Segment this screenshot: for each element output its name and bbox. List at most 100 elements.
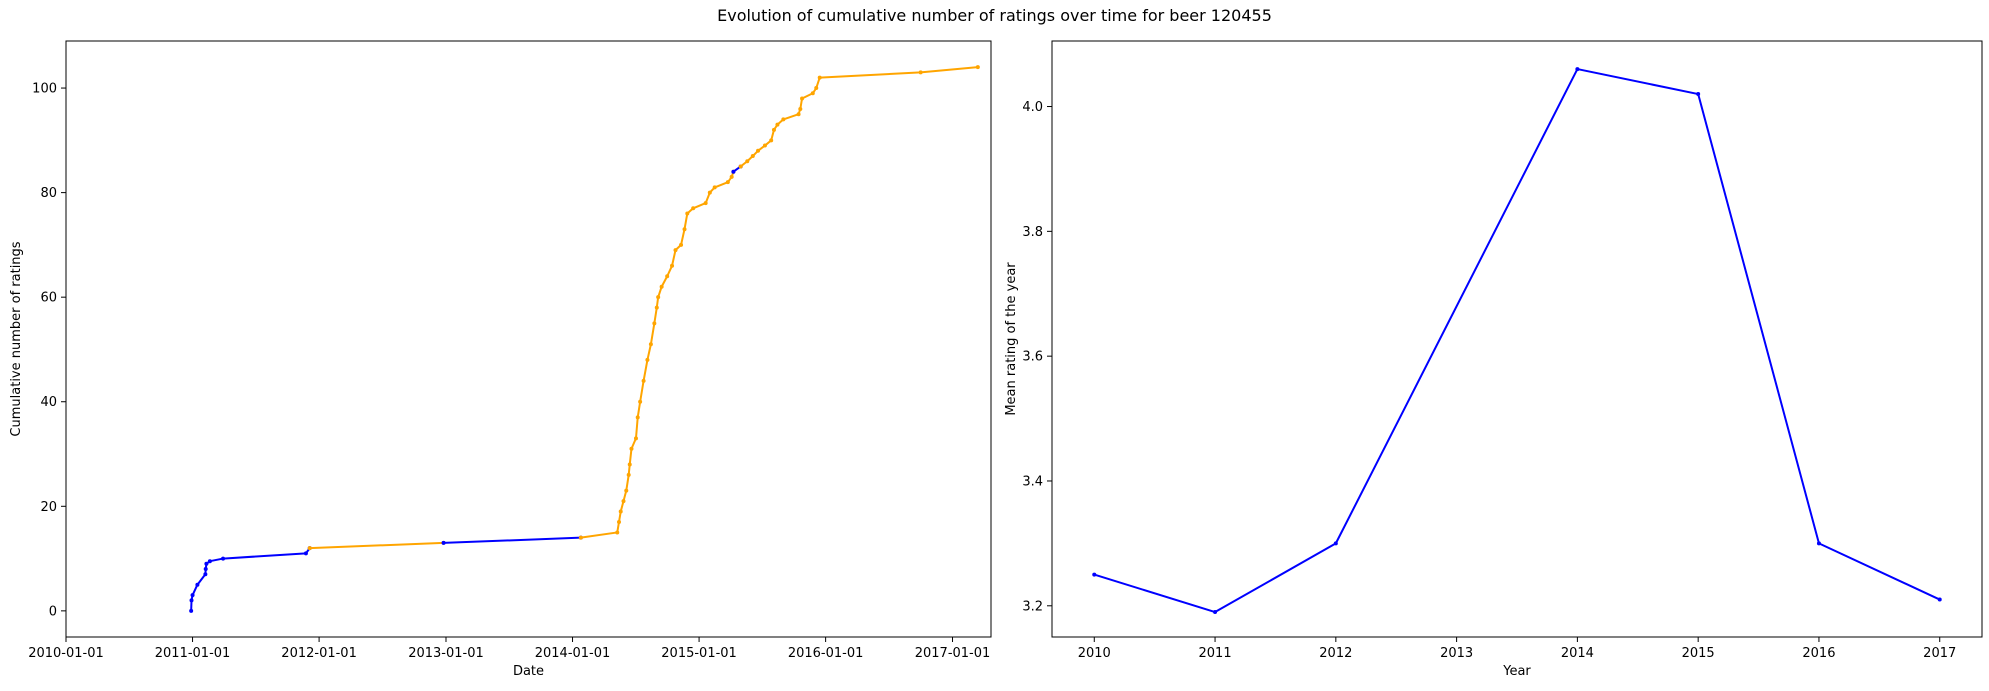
series-line — [309, 541, 444, 550]
data-point — [641, 378, 646, 383]
y-axis-label: Mean rating of the year — [1004, 262, 1019, 416]
y-tick-label: 4.0 — [1022, 100, 1043, 115]
data-point — [712, 185, 717, 190]
x-axis-label: Date — [513, 664, 544, 679]
y-tick-label: 20 — [40, 500, 57, 515]
data-point — [703, 201, 708, 206]
x-tick-label: 2011 — [1199, 646, 1232, 661]
data-point — [1213, 610, 1218, 615]
data-point — [1333, 541, 1338, 546]
x-tick-label: 2016-01-01 — [788, 646, 864, 661]
data-point — [656, 295, 661, 300]
data-point — [810, 91, 815, 96]
series-line — [443, 536, 581, 544]
data-point — [1696, 92, 1701, 97]
data-point — [1575, 67, 1580, 72]
data-point — [203, 567, 208, 572]
x-tick-label: 2012 — [1319, 646, 1352, 661]
data-point — [624, 488, 629, 493]
data-point — [738, 164, 743, 169]
data-point — [618, 509, 623, 514]
figure-title: Evolution of cumulative number of rating… — [717, 6, 1272, 25]
data-point — [771, 127, 776, 132]
data-point — [781, 117, 786, 122]
data-point — [796, 112, 801, 117]
data-point — [725, 180, 730, 185]
x-tick-label: 2017-01-01 — [915, 646, 991, 661]
x-tick-label: 2014-01-01 — [535, 646, 611, 661]
data-point — [1937, 597, 1942, 602]
data-point — [918, 70, 923, 75]
data-point — [190, 593, 195, 598]
data-point — [189, 608, 194, 613]
data-point — [615, 530, 620, 535]
y-axis-label: Cumulative number of ratings — [9, 241, 24, 436]
data-point — [682, 227, 687, 232]
data-point — [303, 551, 308, 556]
y-tick-label: 3.4 — [1022, 474, 1043, 489]
data-point — [578, 535, 583, 540]
x-tick-label: 2011-01-01 — [155, 646, 231, 661]
data-point — [762, 143, 767, 148]
data-point — [621, 499, 626, 504]
y-tick-label: 3.2 — [1022, 599, 1043, 614]
data-point — [814, 86, 819, 91]
data-point — [679, 242, 684, 247]
data-point — [665, 274, 670, 279]
x-tick-label: 2013 — [1440, 646, 1473, 661]
data-point — [745, 159, 750, 164]
x-tick-label: 2012-01-01 — [281, 646, 357, 661]
data-point — [691, 206, 696, 211]
x-tick-label: 2014 — [1561, 646, 1594, 661]
data-point — [633, 436, 638, 441]
x-axis-label: Year — [1502, 664, 1531, 679]
data-point — [670, 263, 675, 268]
data-point — [731, 169, 736, 174]
y-tick-label: 80 — [40, 186, 57, 201]
series-line — [740, 66, 978, 168]
x-tick-label: 2017 — [1923, 646, 1956, 661]
y-tick-label: 3.8 — [1022, 225, 1043, 240]
y-tick-label: 3.6 — [1022, 350, 1043, 365]
data-point — [769, 138, 774, 143]
data-point — [729, 174, 734, 179]
data-point — [800, 96, 805, 101]
data-point — [654, 305, 659, 310]
y-tick-label: 0 — [49, 604, 57, 619]
data-point — [685, 211, 690, 216]
data-point — [207, 559, 212, 564]
x-tick-label: 2016 — [1802, 646, 1835, 661]
data-point — [635, 415, 640, 420]
series-line — [190, 547, 311, 611]
data-point — [189, 598, 194, 603]
data-point — [817, 75, 822, 80]
data-point — [756, 148, 761, 153]
data-point — [652, 321, 657, 326]
axes-frame — [65, 40, 992, 638]
data-point — [1092, 572, 1097, 577]
data-point — [798, 106, 803, 111]
y-tick-label: 60 — [40, 291, 57, 306]
data-point — [750, 154, 755, 159]
data-point — [441, 540, 446, 545]
data-point — [629, 446, 634, 451]
data-point — [195, 582, 200, 587]
data-point — [707, 190, 712, 195]
series-line — [580, 171, 735, 539]
data-point — [221, 556, 226, 561]
data-point — [975, 65, 980, 70]
data-point — [659, 284, 664, 289]
x-tick-label: 2010-01-01 — [28, 646, 104, 661]
data-point — [626, 472, 631, 477]
data-point — [645, 357, 650, 362]
y-tick-label: 100 — [32, 82, 57, 97]
data-point — [307, 546, 312, 551]
data-point — [775, 122, 780, 127]
axes-frame — [1051, 40, 1983, 638]
data-point — [648, 342, 653, 347]
series-line — [1093, 68, 1941, 614]
data-point — [1816, 541, 1821, 546]
data-point — [673, 248, 678, 253]
data-point — [638, 399, 643, 404]
